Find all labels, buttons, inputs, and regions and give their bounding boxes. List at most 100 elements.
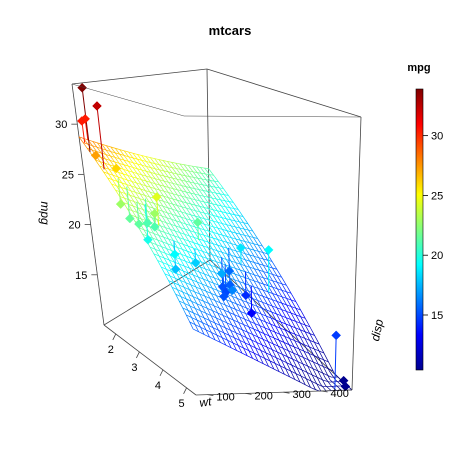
surface-grid-line-wt <box>222 199 229 202</box>
surface-grid-line-wt <box>228 300 236 304</box>
surface-grid-line-wt <box>193 209 199 212</box>
surface-grid-line-disp <box>184 311 190 321</box>
surface-grid-line-wt <box>210 237 217 240</box>
surface-grid-line-wt <box>179 190 186 193</box>
surface-grid-line-disp <box>237 336 243 347</box>
surface-grid-line-disp <box>144 174 151 183</box>
surface-grid-line-disp <box>306 327 313 339</box>
surface-grid-line-disp <box>300 316 307 328</box>
surface-grid-line-disp <box>150 182 157 191</box>
surface-grid-line-disp <box>242 249 249 260</box>
surface-grid-line-wt <box>191 214 198 218</box>
colorbar-ticks: 15 20 25 30 <box>423 131 443 322</box>
surface-grid-line-wt <box>304 370 312 375</box>
surface-grid-line-disp <box>272 274 279 285</box>
surface-grid-line-wt <box>169 182 176 185</box>
surface-grid-line-wt <box>213 299 221 304</box>
surface-grid-line-wt <box>179 232 186 235</box>
surface-grid-line-wt <box>239 310 246 314</box>
surface-grid-line-disp <box>202 265 209 275</box>
data-point <box>340 381 351 392</box>
axis-ticks: 2 3 4 5 100 200 300 400 15 20 25 30 <box>55 119 349 410</box>
surface-grid-line-wt <box>315 382 322 387</box>
surface-grid-line-wt <box>231 324 239 329</box>
surface-grid-line-disp <box>206 245 213 255</box>
y-tick-mark <box>245 393 252 395</box>
surface-grid-line-wt <box>229 236 235 240</box>
surface-grid-line-disp <box>258 346 264 357</box>
surface-grid-line-wt <box>211 304 218 308</box>
surface-grid-line-disp <box>315 381 322 392</box>
surface-grid-line-disp <box>320 383 327 392</box>
surface-grid-line-disp <box>316 339 324 351</box>
surface-grid-line-disp <box>192 288 198 298</box>
surface-grid-line-disp <box>289 352 296 364</box>
surface-grid-line-wt <box>209 320 217 324</box>
surface-grid-line-wt <box>256 354 264 358</box>
data-point <box>92 101 102 111</box>
surface-grid-line-wt <box>157 260 165 264</box>
surface-grid-line-disp <box>124 203 130 213</box>
surface-grid-line-wt <box>191 182 198 185</box>
surface-grid-line-disp <box>140 173 147 182</box>
surface-grid-line-disp <box>274 290 281 302</box>
surface-grid-line-wt <box>165 171 172 173</box>
surface-grid-line-wt <box>191 295 199 300</box>
surface-grid-line-disp <box>304 359 311 371</box>
surface-grid-line-wt <box>318 371 326 375</box>
surface-grid-line-disp <box>230 231 238 241</box>
surface-grid-line-wt <box>210 276 217 280</box>
surface-grid-line-wt <box>204 257 211 260</box>
surface-grid-line-disp <box>127 181 134 190</box>
surface-grid-line-wt <box>227 206 233 209</box>
surface-grid-line-disp <box>167 180 174 189</box>
surface-grid-line-wt <box>255 305 263 309</box>
surface-grid-line-wt <box>139 212 146 216</box>
surface-grid-line-disp <box>220 221 228 231</box>
surface-grid-line-disp <box>213 226 220 236</box>
surface-grid-line-disp <box>146 187 153 196</box>
surface-grid-line-disp <box>288 295 296 307</box>
surface-grid-line-wt <box>195 275 203 279</box>
surface-grid-line-disp <box>212 268 219 279</box>
surface-grid-line-wt <box>131 214 138 218</box>
surface-grid-line-disp <box>319 375 326 386</box>
surface-grid-line-wt <box>192 317 200 322</box>
surface-grid-line-disp <box>131 176 138 185</box>
y-axis-label: disp <box>368 318 386 343</box>
surface-grid-line-disp <box>283 294 291 305</box>
surface-grid-line-disp <box>163 249 169 259</box>
surface-grid-line-disp <box>188 185 196 195</box>
surface-grid-line-disp <box>298 340 305 352</box>
surface-grid-line-disp <box>163 243 169 253</box>
surface-grid-line-disp <box>294 305 301 317</box>
surface-grid-line-disp <box>307 335 314 347</box>
surface-grid-line-wt <box>276 345 284 349</box>
surface-grid-line-wt <box>196 324 204 329</box>
surface-grid-line-wt <box>259 349 267 354</box>
surface-grid-line-disp <box>178 196 185 206</box>
surface-grid-line-disp <box>241 279 248 290</box>
surface-grid-line-disp <box>185 191 193 201</box>
surface-grid-line-wt <box>164 201 171 204</box>
surface-grid-line-wt <box>236 344 244 349</box>
surface-grid-line-disp <box>334 379 342 386</box>
z-tick-label: 15 <box>75 270 87 282</box>
surface-grid-line-disp <box>193 186 200 196</box>
surface-grid-line-disp <box>251 282 258 293</box>
colorbar-tick-label: 30 <box>431 131 443 143</box>
surface-grid-line-disp <box>121 161 128 170</box>
surface-grid-line-disp <box>202 258 209 268</box>
surface-grid-line-disp <box>209 232 216 242</box>
surface-grid-line-disp <box>138 160 145 169</box>
surface-grid-line-wt <box>260 257 267 261</box>
surface-grid-line-disp <box>278 348 285 359</box>
surface-grid-line-disp <box>297 331 304 343</box>
surface-grid-line-wt <box>278 295 285 298</box>
surface-grid-line-disp <box>197 256 204 266</box>
surface-grid-line-wt <box>203 328 211 333</box>
surface-grid-line-wt <box>178 216 185 219</box>
surface-grid-line-disp <box>233 298 239 308</box>
surface-grid-line-disp <box>272 321 280 333</box>
surface-grid-line-wt <box>168 207 175 211</box>
